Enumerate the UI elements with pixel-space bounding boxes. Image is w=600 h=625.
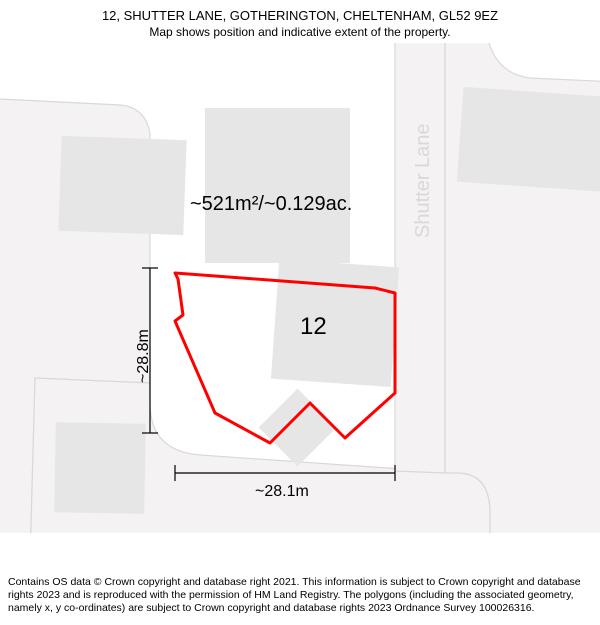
dim-height-label: ~28.8m: [135, 329, 153, 383]
map-area: ~521m²/~0.129ac. 12 Shutter Lane ~28.8m …: [0, 43, 600, 533]
header: 12, SHUTTER LANE, GOTHERINGTON, CHELTENH…: [0, 0, 600, 43]
area-label: ~521m²/~0.129ac.: [190, 193, 352, 216]
map-subtitle: Map shows position and indicative extent…: [10, 25, 590, 39]
house-number: 12: [300, 313, 327, 341]
dim-width-label: ~28.1m: [255, 483, 309, 501]
copyright-footer: Contains OS data © Crown copyright and d…: [0, 570, 600, 625]
address-title: 12, SHUTTER LANE, GOTHERINGTON, CHELTENH…: [10, 8, 590, 23]
street-name-label: Shutter Lane: [412, 123, 435, 238]
map-svg: [0, 43, 600, 533]
